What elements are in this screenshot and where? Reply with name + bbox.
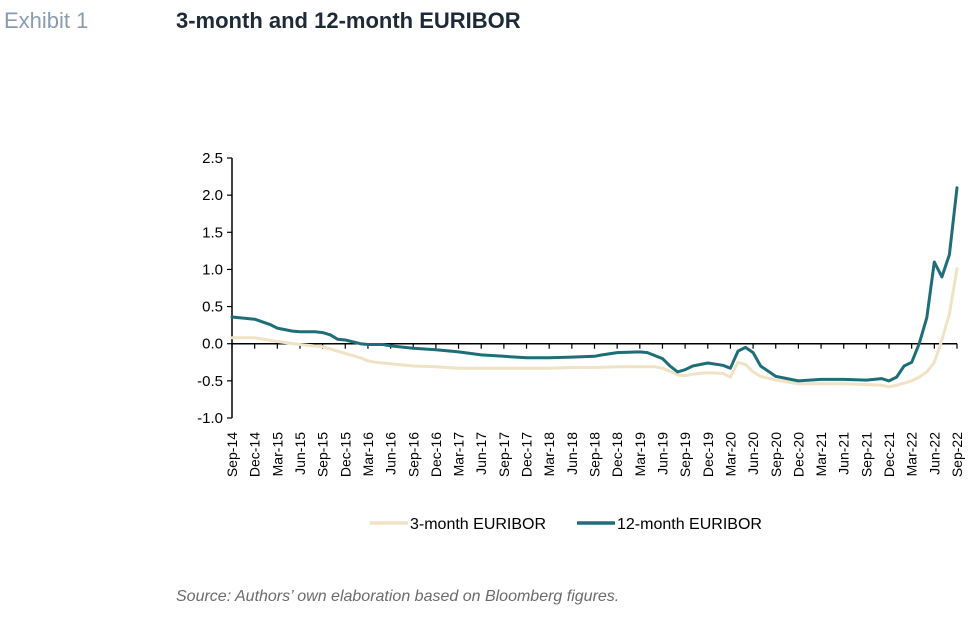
x-tick-label: Mar-20 bbox=[722, 432, 738, 477]
x-tick-label: Dec-20 bbox=[790, 432, 806, 477]
x-tick-label: Sep-14 bbox=[224, 432, 240, 477]
x-tick-label: Sep-22 bbox=[949, 432, 965, 477]
x-tick-label: Jun-20 bbox=[745, 432, 761, 475]
y-tick-label: 1.0 bbox=[202, 261, 223, 278]
line-chart: 2.5 2.0 1.5 1.0 0.5 0.0 -0.5 -1.0 Sep-14 Dec-14 M… bbox=[197, 150, 965, 533]
x-tick-label: Sep-15 bbox=[315, 432, 331, 477]
x-tick-label: Sep-16 bbox=[405, 432, 421, 477]
x-tick-label: Mar-19 bbox=[632, 432, 648, 477]
y-axis: 2.5 2.0 1.5 1.0 0.5 0.0 -0.5 -1.0 bbox=[197, 150, 233, 427]
x-tick-label: Mar-17 bbox=[451, 432, 467, 477]
x-tick-label: Mar-16 bbox=[360, 432, 376, 477]
x-tick-label: Sep-20 bbox=[768, 432, 784, 477]
x-tick-label: Jun-21 bbox=[836, 432, 852, 475]
x-tick-label: Sep-21 bbox=[858, 432, 874, 477]
y-tick-label: 0.5 bbox=[202, 299, 223, 316]
x-tick-label: Sep-17 bbox=[496, 432, 512, 477]
series-line-12-month bbox=[230, 186, 959, 383]
x-tick-label: Jun-16 bbox=[383, 432, 399, 475]
x-tick-label: Dec-18 bbox=[609, 432, 625, 477]
x-tick-label: Jun-17 bbox=[473, 432, 489, 475]
x-tick-label: Mar-15 bbox=[269, 432, 285, 477]
y-tick-label: 2.5 bbox=[202, 150, 223, 167]
source-note: Source: Authors’ own elaboration based o… bbox=[176, 588, 620, 605]
series-line-3-month bbox=[230, 267, 959, 389]
legend-label: 3-month EURIBOR bbox=[410, 516, 546, 533]
x-tick-label: Dec-19 bbox=[700, 432, 716, 477]
x-tick-label: Jun-22 bbox=[926, 432, 942, 475]
x-tick-label: Dec-17 bbox=[519, 432, 535, 477]
legend: 3-month EURIBOR 12-month EURIBOR bbox=[370, 516, 762, 533]
x-tick-label: Jun-19 bbox=[654, 432, 670, 475]
x-tick-label: Jun-15 bbox=[292, 432, 308, 475]
y-tick-label: 1.5 bbox=[202, 224, 223, 241]
x-tick-label: Dec-14 bbox=[247, 432, 263, 477]
x-tick-label: Dec-16 bbox=[428, 432, 444, 477]
x-tick-label: Sep-19 bbox=[677, 432, 693, 477]
x-tick-label: Jun-18 bbox=[564, 432, 580, 475]
y-tick-label: -1.0 bbox=[197, 410, 223, 427]
x-tick-label: Dec-15 bbox=[337, 432, 353, 477]
chart-title: 3-month and 12-month EURIBOR bbox=[176, 8, 521, 33]
x-tick-label: Dec-21 bbox=[881, 432, 897, 477]
series-group bbox=[230, 186, 959, 389]
y-tick-label: 2.0 bbox=[202, 187, 223, 204]
y-tick-label: -0.5 bbox=[197, 373, 223, 390]
x-tick-label: Mar-18 bbox=[541, 432, 557, 477]
legend-label: 12-month EURIBOR bbox=[617, 516, 762, 533]
exhibit-label: Exhibit 1 bbox=[4, 8, 89, 33]
x-axis: Sep-14 Dec-14 Mar-15 Jun-15 Sep-15 Dec-15 Mar-… bbox=[224, 342, 965, 477]
y-tick-label: 0.0 bbox=[202, 336, 223, 353]
x-tick-label: Sep-18 bbox=[587, 432, 603, 477]
x-tick-label: Mar-21 bbox=[813, 432, 829, 477]
x-tick-label: Mar-22 bbox=[904, 432, 920, 477]
